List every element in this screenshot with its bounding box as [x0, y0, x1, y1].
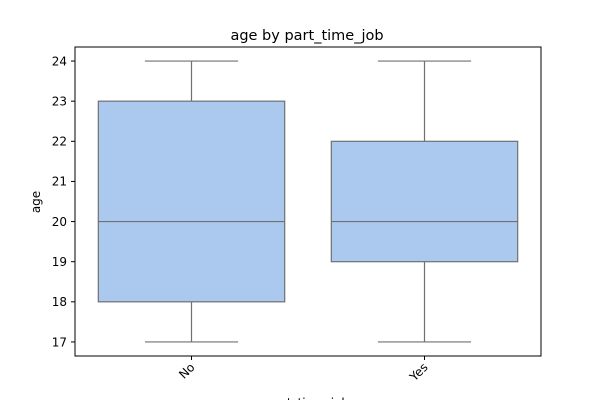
box-iqr [330, 140, 519, 263]
plot-frame [74, 46, 542, 357]
x-axis: No Yes [176, 356, 431, 385]
y-tick-label: 21 [52, 175, 67, 189]
y-tick-label: 22 [52, 135, 67, 149]
y-tick-label: 17 [52, 335, 67, 349]
y-tick-label: 19 [52, 255, 67, 269]
x-tick-label: No [176, 360, 197, 381]
y-tick-label: 18 [52, 295, 67, 309]
x-axis-label: part_time_job [267, 396, 349, 400]
chart-title: age by part_time_job [230, 28, 383, 44]
y-axis-label: age [29, 191, 43, 213]
x-tick-label: Yes [406, 360, 430, 384]
box-group-yes [330, 60, 519, 343]
plot-area [97, 60, 519, 343]
y-tick-label: 24 [52, 54, 67, 68]
y-tick-label: 20 [52, 215, 67, 229]
box-group-no [97, 60, 286, 343]
box-iqr [97, 100, 286, 303]
y-tick-label: 23 [52, 94, 67, 108]
y-axis: 17 18 19 20 21 22 23 24 [52, 54, 75, 349]
